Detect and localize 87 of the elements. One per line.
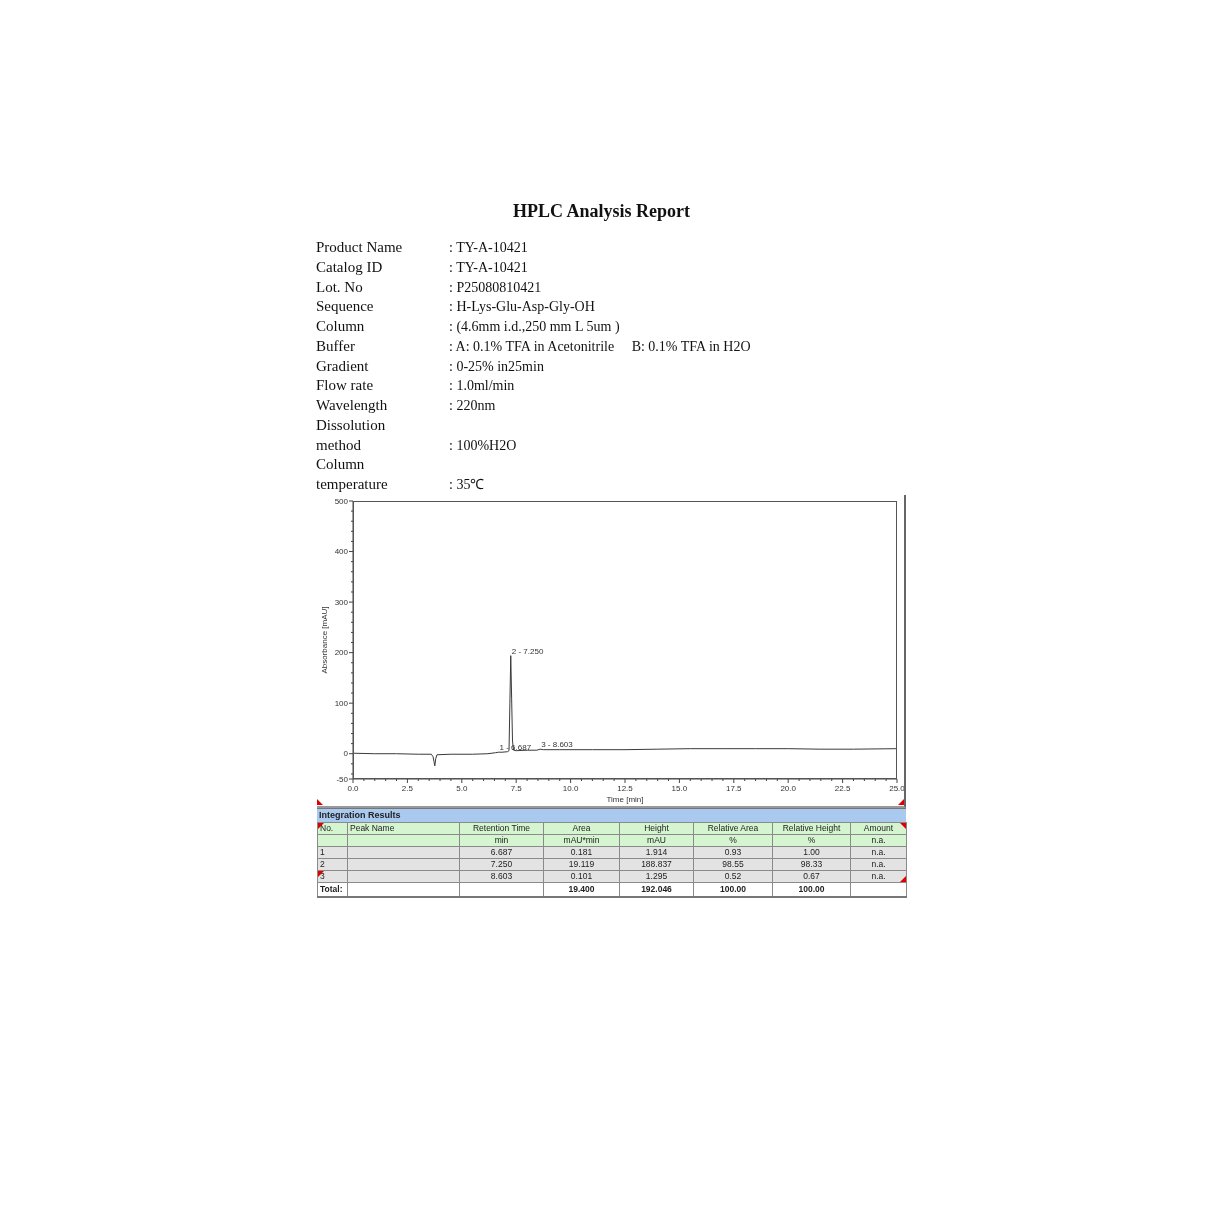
x-axis-title: Time [min] [606,795,644,804]
text: 98.55 [722,859,744,869]
category-label: Amount [863,823,894,833]
y-tick-label: 200 [334,648,349,658]
y-tick-label: 300 [334,597,349,607]
text: : TY-A-10421 [449,240,528,255]
annotation: 3 - 8.603 [541,740,574,750]
text: 0.101 [570,871,593,881]
text: mAU*min [563,835,600,845]
category-label: Area [572,823,591,833]
annotation: 2 - 7.250 [511,646,544,656]
text: 100.00 [798,884,825,894]
text: n.a. [871,871,886,881]
x-tick-label: 0.0 [347,784,360,793]
y-tick-label: -50 [336,774,349,784]
text: 1.295 [645,871,668,881]
text: n.a. [871,859,886,869]
text: Buffer [316,337,355,354]
text: 7.250 [490,859,513,869]
text: Product Name [316,239,403,255]
text: : 0-25% in25min [449,358,544,374]
y-axis-title: Absorbance [mAU] [319,606,329,674]
text: 19.119 [568,859,595,869]
text: 19.400 [568,884,595,894]
text: Integration Results [319,810,401,820]
x-tick-label: 7.5 [510,784,523,793]
text: 2 [320,859,325,869]
text: Wavelength [316,397,388,413]
text: % [729,835,737,845]
text: HPLC Analysis Report [512,201,690,221]
text: 1.00 [803,847,820,857]
y-tick-label: 0 [343,749,349,759]
text: Column [316,318,365,334]
text: Column temperature [316,456,388,492]
text: mAU [647,835,666,845]
category-label: Retention Time [472,823,531,833]
text: Lot. No [316,278,363,295]
line-series [353,655,897,767]
text: 192.046 [641,884,672,894]
text: Gradient [316,357,369,374]
y-tick-label: 100 [334,698,349,708]
text: 188.837 [641,859,672,869]
text: : 100%H2O [449,437,517,453]
x-tick-label: 25.0 [889,784,906,793]
text: 1.914 [645,847,668,857]
text: 0.52 [724,871,742,881]
text: n.a. [871,847,886,857]
text: 6.687 [490,847,513,857]
text: : 1.0ml/min [449,378,515,394]
text: : TY-A-10421 [449,259,528,275]
text: Total: [320,884,343,894]
text: min [494,835,509,845]
y-tick-label: 400 [334,547,349,557]
text: : (4.6mm i.d.,250 mm L 5um ) [449,319,620,334]
x-tick-label: 12.5 [617,784,634,793]
text: Dissolution method [316,416,386,453]
text: Sequence [316,298,374,315]
x-tick-label: 22.5 [834,784,851,793]
text: : A: 0.1% TFA in Acetonitrile B: 0.1% TFA in H2O [449,338,751,354]
category-label: Peak Name [350,823,395,833]
text: 0.181 [570,847,593,857]
category-label: Relative Area [707,823,759,833]
text: : 220nm [449,398,496,413]
text: 1 [320,847,325,857]
y-tick-label: 500 [334,496,349,506]
x-tick-label: 17.5 [726,784,743,793]
x-tick-label: 15.0 [671,784,688,793]
text: 0.93 [724,847,742,857]
text: : H-Lys-Glu-Asp-Gly-OH [449,299,595,315]
x-tick-label: 5.0 [456,784,468,793]
text: : 35℃ [449,477,485,492]
text: n.a. [871,835,886,845]
text: 8.603 [490,871,513,881]
text: 100.00 [720,884,746,894]
x-tick-label: 10.0 [562,784,579,793]
category-label: Height [644,823,669,833]
category-label: No. [320,823,334,833]
category-label: Relative Height [782,823,841,833]
text: : P25080810421 [449,279,542,295]
text: Flow rate [316,377,374,394]
text: 3 [320,871,325,881]
text: 98.33 [800,859,823,869]
x-tick-label: 20.0 [780,784,797,793]
x-tick-label: 2.5 [401,784,414,793]
text: Catalog ID [316,258,383,275]
text: 0.67 [803,871,820,881]
text: % [807,835,816,845]
